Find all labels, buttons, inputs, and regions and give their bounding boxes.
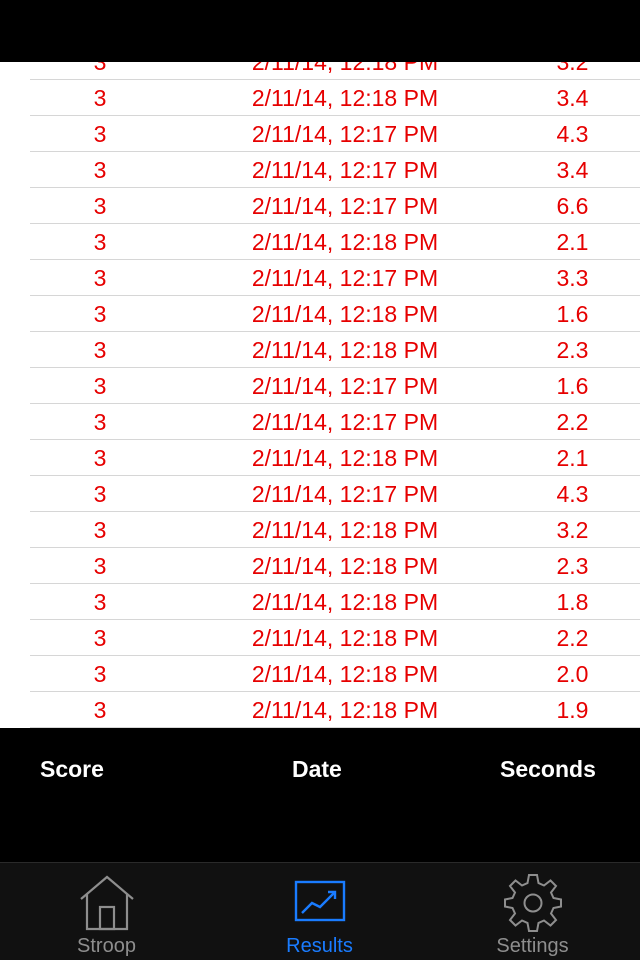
- seconds-cell: 2.3: [556, 553, 589, 579]
- table-row[interactable]: 3 2/11/14, 12:17 PM 4.3: [30, 476, 640, 512]
- date-column-header[interactable]: Date: [292, 756, 342, 782]
- seconds-cell: 3.4: [556, 85, 589, 111]
- seconds-cell: 1.6: [556, 373, 589, 399]
- date-cell: 2/11/14, 12:18 PM: [251, 445, 439, 471]
- score-cell: 3: [93, 553, 107, 579]
- score-cell: 3: [93, 193, 107, 219]
- score-cell: 3: [93, 121, 107, 147]
- score-cell: 3: [93, 373, 107, 399]
- seconds-cell: 2.3: [556, 337, 589, 363]
- seconds-cell: 2.2: [556, 625, 589, 651]
- table-row[interactable]: 3 2/11/14, 12:18 PM 1.9: [30, 692, 640, 728]
- table-row[interactable]: 3 2/11/14, 12:17 PM 1.6: [30, 368, 640, 404]
- table-row[interactable]: 3 2/11/14, 12:18 PM 2.0: [30, 656, 640, 692]
- date-cell: 2/11/14, 12:18 PM: [251, 553, 439, 579]
- score-cell: 3: [93, 265, 107, 291]
- score-cell: 3: [93, 62, 107, 75]
- table-row[interactable]: 3 2/11/14, 12:18 PM 3.4: [30, 80, 640, 116]
- house-icon: [79, 875, 134, 931]
- score-cell: 3: [93, 229, 107, 255]
- gear-icon: [503, 874, 562, 932]
- seconds-cell: 1.9: [556, 697, 589, 723]
- table-row[interactable]: 3 2/11/14, 12:18 PM 1.8: [30, 584, 640, 620]
- score-cell: 3: [93, 85, 107, 111]
- date-cell: 2/11/14, 12:18 PM: [251, 661, 439, 687]
- date-cell: 2/11/14, 12:17 PM: [251, 265, 439, 291]
- score-cell: 3: [93, 409, 107, 435]
- seconds-cell: 4.3: [556, 121, 589, 147]
- date-cell: 2/11/14, 12:18 PM: [251, 337, 439, 363]
- date-cell: 2/11/14, 12:17 PM: [251, 193, 439, 219]
- seconds-cell: 2.2: [556, 409, 589, 435]
- date-cell: 2/11/14, 12:18 PM: [251, 62, 439, 75]
- seconds-cell: 1.6: [556, 301, 589, 327]
- date-cell: 2/11/14, 12:17 PM: [251, 121, 439, 147]
- tab-settings[interactable]: Settings: [426, 863, 639, 960]
- date-cell: 2/11/14, 12:18 PM: [251, 301, 439, 327]
- score-cell: 3: [93, 301, 107, 327]
- tab-label: Stroop: [77, 935, 136, 957]
- score-cell: 3: [93, 517, 107, 543]
- date-cell: 2/11/14, 12:18 PM: [251, 589, 439, 615]
- table-row-partial[interactable]: 3 2/11/14, 12:18 PM 3.2: [30, 62, 640, 80]
- score-cell: 3: [93, 445, 107, 471]
- table-row[interactable]: 3 2/11/14, 12:17 PM 4.3: [30, 116, 640, 152]
- tab-bar: Stroop Results Settings: [0, 862, 640, 960]
- score-cell: 3: [93, 157, 107, 183]
- results-list[interactable]: 3 2/11/14, 12:18 PM 3.2 3 2/11/14, 12:18 …: [0, 62, 640, 728]
- table-row[interactable]: 3 2/11/14, 12:18 PM 2.2: [30, 620, 640, 656]
- seconds-cell: 1.8: [556, 589, 589, 615]
- score-cell: 3: [93, 661, 107, 687]
- score-cell: 3: [93, 625, 107, 651]
- seconds-cell: 2.1: [556, 229, 589, 255]
- seconds-cell: 3.4: [556, 157, 589, 183]
- date-cell: 2/11/14, 12:17 PM: [251, 373, 439, 399]
- table-row[interactable]: 3 2/11/14, 12:18 PM 2.3: [30, 332, 640, 368]
- score-cell: 3: [93, 589, 107, 615]
- seconds-cell: 4.3: [556, 481, 589, 507]
- date-cell: 2/11/14, 12:18 PM: [251, 229, 439, 255]
- table-row[interactable]: 3 2/11/14, 12:18 PM 2.3: [30, 548, 640, 584]
- score-column-header[interactable]: Score: [40, 756, 104, 782]
- date-cell: 2/11/14, 12:18 PM: [251, 697, 439, 723]
- table-row[interactable]: 3 2/11/14, 12:17 PM 3.4: [30, 152, 640, 188]
- date-cell: 2/11/14, 12:18 PM: [251, 625, 439, 651]
- seconds-cell: 2.1: [556, 445, 589, 471]
- tab-label: Results: [286, 935, 353, 957]
- table-row[interactable]: 3 2/11/14, 12:17 PM 3.3: [30, 260, 640, 296]
- tab-label: Settings: [496, 935, 569, 957]
- table-row[interactable]: 3 2/11/14, 12:17 PM 2.2: [30, 404, 640, 440]
- seconds-column-header[interactable]: Seconds: [500, 756, 596, 782]
- results-header: Score Date Seconds: [0, 728, 640, 862]
- seconds-cell: 3.3: [556, 265, 589, 291]
- results-rows: 3 2/11/14, 12:18 PM 3.2 3 2/11/14, 12:18 …: [0, 62, 640, 728]
- table-row[interactable]: 3 2/11/14, 12:18 PM 2.1: [30, 440, 640, 476]
- chart-icon: [294, 880, 345, 922]
- table-row[interactable]: 3 2/11/14, 12:18 PM 3.2: [30, 512, 640, 548]
- seconds-cell: 3.2: [556, 517, 589, 543]
- score-cell: 3: [93, 481, 107, 507]
- score-cell: 3: [93, 697, 107, 723]
- table-row[interactable]: 3 2/11/14, 12:18 PM 1.6: [30, 296, 640, 332]
- tab-stroop[interactable]: Stroop: [0, 863, 213, 960]
- table-row[interactable]: 3 2/11/14, 12:17 PM 6.6: [30, 188, 640, 224]
- table-row[interactable]: 3 2/11/14, 12:18 PM 2.1: [30, 224, 640, 260]
- date-cell: 2/11/14, 12:17 PM: [251, 409, 439, 435]
- date-cell: 2/11/14, 12:17 PM: [251, 481, 439, 507]
- date-cell: 2/11/14, 12:18 PM: [251, 517, 439, 543]
- seconds-cell: 6.6: [556, 193, 589, 219]
- score-cell: 3: [93, 337, 107, 363]
- seconds-cell: 3.2: [556, 62, 589, 75]
- status-bar: [0, 0, 640, 62]
- date-cell: 2/11/14, 12:18 PM: [251, 85, 439, 111]
- tab-results[interactable]: Results: [213, 863, 426, 960]
- date-cell: 2/11/14, 12:17 PM: [251, 157, 439, 183]
- seconds-cell: 2.0: [556, 661, 589, 687]
